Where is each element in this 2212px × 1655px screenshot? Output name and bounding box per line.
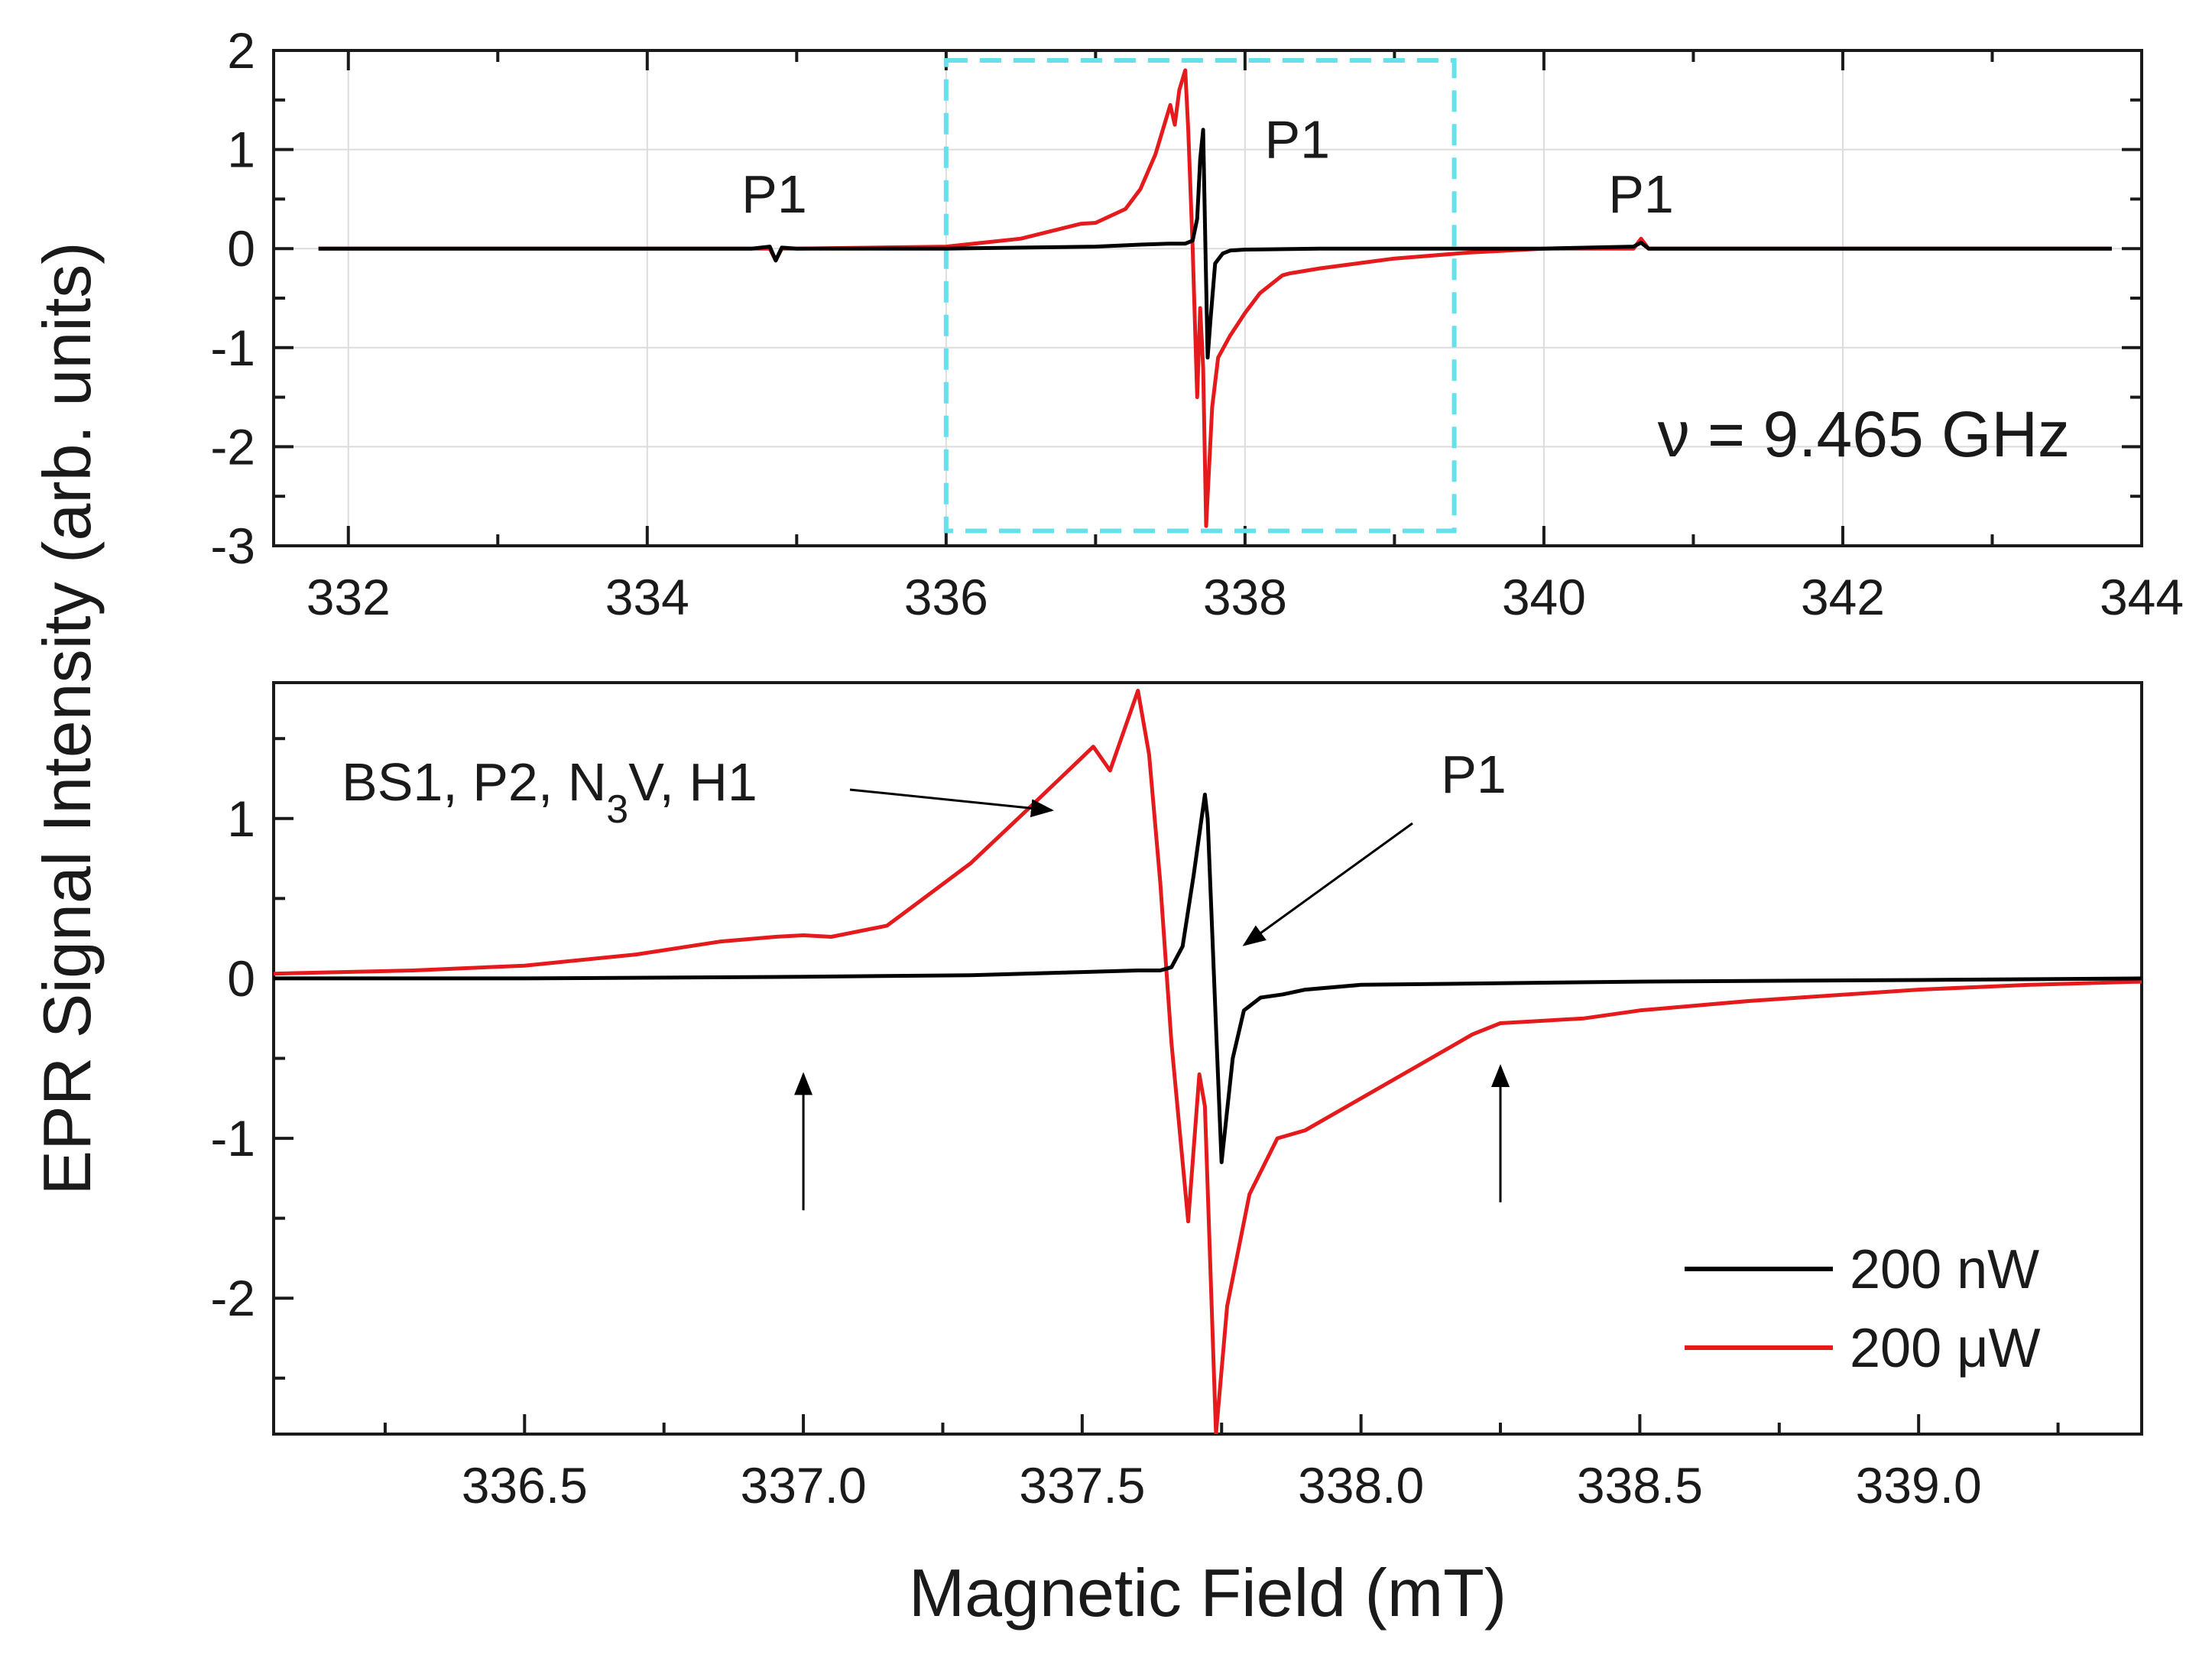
bottom-ytick-label: -2	[210, 1270, 255, 1326]
top-ytick-label: -3	[210, 518, 255, 574]
bottom-ytick-label: 0	[227, 950, 255, 1007]
legend-label: 200 μW	[1850, 1318, 2041, 1379]
top-series-200w	[318, 68, 2112, 528]
p1-label: P1	[1441, 745, 1507, 804]
figure-labels: EPR Signal Intensity (arb. units) Magneti…	[29, 242, 1507, 1631]
top-xtick-label: 332	[307, 569, 391, 625]
legend-label: 200 nW	[1850, 1239, 2039, 1300]
top-xtick-label: 342	[1801, 569, 1885, 625]
top-ytick-label: -2	[210, 418, 255, 475]
top-ytick-label: 1	[227, 122, 255, 178]
y-axis-title: EPR Signal Intensity (arb. units)	[29, 242, 105, 1195]
top-panel: 332 334 336 338 340 342 344 -3 -2 -1 0 1 2 P1 P1 P1 ν = …	[210, 22, 2184, 625]
bottom-series-200w	[274, 689, 2142, 1434]
p1-arrow	[1242, 822, 1413, 946]
bottom-xtick-label: 338.0	[1298, 1457, 1424, 1514]
top-xtick-label: 344	[2100, 569, 2184, 625]
frequency-label: ν = 9.465 GHz	[1658, 398, 2070, 470]
bottom-xtick-label: 336.5	[462, 1457, 588, 1514]
top-ytick-label: 0	[227, 220, 255, 277]
zoom-region-box	[943, 57, 1457, 534]
bottom-xtick-label: 337.5	[1019, 1457, 1145, 1514]
defect-label: BS1, P2, N3V, H1	[342, 752, 757, 832]
top-xtick-label: 336	[904, 569, 988, 625]
bottom-ytick-label: 1	[227, 790, 255, 847]
top-ytick-label: 2	[227, 22, 255, 79]
defect-arrow	[849, 788, 1054, 818]
top-ytick-label: -1	[210, 320, 255, 376]
p1-label: P1	[741, 164, 807, 224]
top-xtick-label: 334	[605, 569, 689, 625]
bottom-ytick-label: -1	[210, 1110, 255, 1167]
bottom-xtick-label: 338.5	[1577, 1457, 1703, 1514]
top-xtick-label: 338	[1203, 569, 1287, 625]
p1-label: P1	[1264, 110, 1330, 170]
bottom-panel: 336.5 337.0 337.5 338.0 338.5 339.0 -2 -1 0 1 BS1,…	[210, 681, 2143, 1514]
bottom-xtick-label: 337.0	[740, 1457, 866, 1514]
top-series-200nw	[318, 128, 2112, 360]
p1-label: P1	[1608, 164, 1674, 224]
x-axis-title: Magnetic Field (mT)	[909, 1555, 1507, 1631]
top-xtick-label: 340	[1502, 569, 1586, 625]
bottom-series-200nw	[274, 792, 2142, 1164]
bottom-xtick-label: 339.0	[1856, 1457, 1982, 1514]
